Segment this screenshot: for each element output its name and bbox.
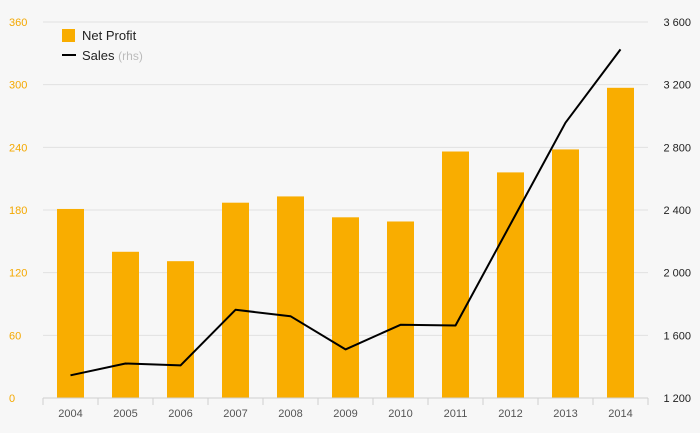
line-series-sales: [70, 48, 622, 377]
grid-lines: [43, 21, 648, 336]
bar-2011: [442, 151, 469, 398]
y-left-tick-label: 180: [9, 205, 27, 217]
y-right-tick-label: 3 600: [663, 17, 691, 29]
x-tick-label: 2010: [388, 408, 412, 420]
legend-label-sales: Sales: [82, 48, 115, 63]
bar-2008: [277, 196, 304, 398]
x-tick-label: 2014: [608, 408, 632, 420]
bar-2009: [332, 217, 359, 398]
bar-2013: [552, 149, 579, 398]
bar-2004: [57, 208, 84, 398]
x-axis-labels: 2004 2005 2006 2007 2008 2009 2010 2011 2012 2013…: [58, 408, 632, 420]
bar-2010: [387, 221, 414, 398]
y-axis-right: 1 200 1 600 2 000 2 400 2 800 3 200 3 600: [663, 17, 691, 405]
x-tick-label: 2004: [58, 408, 82, 420]
legend-label-net-profit: Net Profit: [82, 28, 137, 43]
x-tick-label: 2006: [168, 408, 192, 420]
legend-swatch-net-profit: [62, 29, 75, 42]
y-right-tick-label: 2 400: [663, 205, 691, 217]
bar-2005: [112, 251, 139, 398]
bar-2007: [222, 202, 249, 398]
x-tick-label: 2012: [498, 408, 522, 420]
x-axis: [42, 397, 649, 405]
x-tick-label: 2008: [278, 408, 302, 420]
y-left-tick-label: 60: [9, 330, 21, 342]
y-left-tick-label: 300: [9, 80, 27, 92]
y-right-tick-label: 2 000: [663, 268, 691, 280]
y-left-tick-label: 360: [9, 17, 27, 29]
bar-2014: [607, 87, 634, 399]
x-tick-label: 2007: [223, 408, 247, 420]
y-right-tick-label: 1 600: [663, 330, 691, 342]
bar-series-net-profit: [57, 87, 634, 399]
x-tick-label: 2011: [444, 408, 468, 420]
y-right-tick-label: 2 800: [663, 142, 691, 154]
bar-2006: [167, 261, 194, 398]
x-tick-label: 2005: [113, 408, 137, 420]
y-left-tick-label: 120: [9, 268, 27, 280]
x-tick-label: 2013: [553, 408, 577, 420]
legend-label-sales-note: (rhs): [118, 49, 143, 63]
y-left-tick-label: 240: [9, 142, 27, 154]
legend: Net Profit Sales (rhs): [62, 28, 143, 63]
y-right-tick-label: 3 200: [663, 80, 691, 92]
x-tick-label: 2009: [333, 408, 357, 420]
y-axis-left: 0 60 120 180 240 300 360: [9, 17, 27, 405]
bar-2012: [497, 172, 524, 398]
sales-line: [70, 48, 622, 377]
legend-label-sales-group: Sales (rhs): [82, 48, 143, 63]
y-left-tick-label: 0: [9, 393, 15, 405]
y-right-tick-label: 1 200: [663, 393, 691, 405]
